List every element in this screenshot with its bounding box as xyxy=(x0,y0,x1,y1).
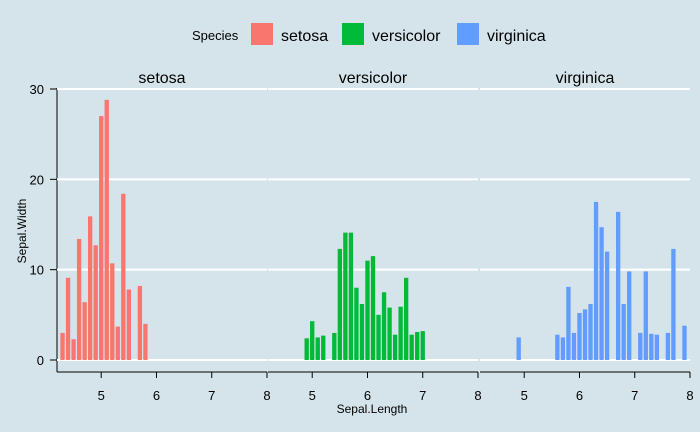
bar-virginica xyxy=(560,337,566,360)
x-tick-label: 7 xyxy=(631,388,638,403)
bar-virginica xyxy=(627,271,632,360)
bar-virginica xyxy=(654,334,660,360)
bar-virginica xyxy=(593,201,599,360)
bar-setosa xyxy=(93,245,98,360)
y-axis-title: Sepal.Width xyxy=(15,199,29,264)
bar-setosa xyxy=(60,332,65,360)
bar-virginica xyxy=(615,211,621,360)
bar-setosa xyxy=(137,285,143,360)
legend-key-virginica xyxy=(457,23,479,45)
bar-versicolor xyxy=(381,292,387,360)
bar-setosa xyxy=(82,302,87,360)
bar-versicolor xyxy=(359,303,365,360)
bar-versicolor xyxy=(370,256,376,360)
legend-label-virginica: virginica xyxy=(487,28,546,45)
bar-versicolor xyxy=(415,331,420,360)
x-tick-label: 7 xyxy=(419,388,426,403)
bar-versicolor xyxy=(304,338,309,360)
bar-virginica xyxy=(665,332,671,360)
facet-strip-label: setosa xyxy=(138,70,185,87)
bar-versicolor xyxy=(365,260,370,360)
bar-versicolor xyxy=(343,232,348,360)
bar-setosa xyxy=(99,116,104,360)
bar-virginica xyxy=(671,248,676,360)
bar-virginica xyxy=(682,325,687,360)
facet-strip-label: virginica xyxy=(556,70,615,87)
bar-virginica xyxy=(588,303,593,360)
legend-key-setosa xyxy=(251,23,273,45)
x-tick-label: 8 xyxy=(686,388,693,403)
bar-setosa xyxy=(76,238,82,360)
bar-setosa xyxy=(110,263,115,360)
bar-setosa xyxy=(87,216,93,360)
bar-virginica xyxy=(577,313,582,360)
facet-strip-label: versicolor xyxy=(339,70,408,87)
bar-versicolor xyxy=(332,332,337,360)
x-axis-title: Sepal.Length xyxy=(337,402,408,416)
legend-label-setosa: setosa xyxy=(281,28,328,45)
y-tick-label: 10 xyxy=(30,263,44,278)
facet-panel-setosa: setosa 5 6 7 8 xyxy=(57,70,271,403)
bar-virginica xyxy=(649,333,654,360)
x-tick-label: 5 xyxy=(98,388,105,403)
legend-label-versicolor: versicolor xyxy=(372,28,441,45)
bar-setosa xyxy=(104,99,109,360)
bar-setosa xyxy=(65,277,71,360)
bar-virginica xyxy=(621,303,626,360)
bar-setosa xyxy=(115,326,120,360)
bar-versicolor xyxy=(409,334,414,360)
y-tick-label: 20 xyxy=(30,172,44,187)
y-tick-label: 30 xyxy=(30,82,44,97)
legend-key-versicolor xyxy=(342,23,364,45)
bar-setosa xyxy=(126,289,132,360)
bar-versicolor xyxy=(321,335,326,360)
legend: Species setosa versicolor virginica xyxy=(192,23,546,45)
x-tick-label: 6 xyxy=(576,388,583,403)
bar-versicolor xyxy=(398,306,403,360)
x-tick-label: 8 xyxy=(474,388,481,403)
bar-versicolor xyxy=(387,307,392,360)
x-tick-label: 8 xyxy=(263,388,270,403)
bar-setosa xyxy=(143,323,148,360)
y-tick-label: 0 xyxy=(37,353,44,368)
facet-panel-versicolor: versicolor 5 6 7 8 xyxy=(268,70,482,403)
bar-versicolor xyxy=(315,337,320,360)
x-tick-label: 6 xyxy=(364,388,371,403)
x-tick-label: 5 xyxy=(309,388,316,403)
bar-versicolor xyxy=(403,277,409,360)
bar-virginica xyxy=(516,337,521,360)
bar-virginica xyxy=(604,251,610,360)
facet-panel-virginica: virginica 5 6 7 8 xyxy=(480,70,694,403)
bar-virginica xyxy=(638,332,643,360)
x-tick-label: 6 xyxy=(153,388,160,403)
bar-versicolor xyxy=(392,334,398,360)
bar-virginica xyxy=(582,309,588,360)
bar-versicolor xyxy=(376,314,381,360)
bar-versicolor xyxy=(420,331,425,360)
bar-virginica xyxy=(599,227,604,360)
bar-versicolor xyxy=(337,248,343,360)
bar-versicolor xyxy=(310,321,315,360)
bar-setosa xyxy=(121,193,126,360)
legend-title: Species xyxy=(192,28,239,43)
bar-versicolor xyxy=(348,232,354,360)
bar-virginica xyxy=(643,271,648,360)
bar-versicolor xyxy=(354,287,359,360)
bar-setosa xyxy=(71,339,76,360)
x-tick-label: 5 xyxy=(521,388,528,403)
bar-virginica xyxy=(571,332,577,360)
bar-virginica xyxy=(566,286,571,360)
x-tick-label: 7 xyxy=(208,388,215,403)
bar-virginica xyxy=(555,334,560,360)
